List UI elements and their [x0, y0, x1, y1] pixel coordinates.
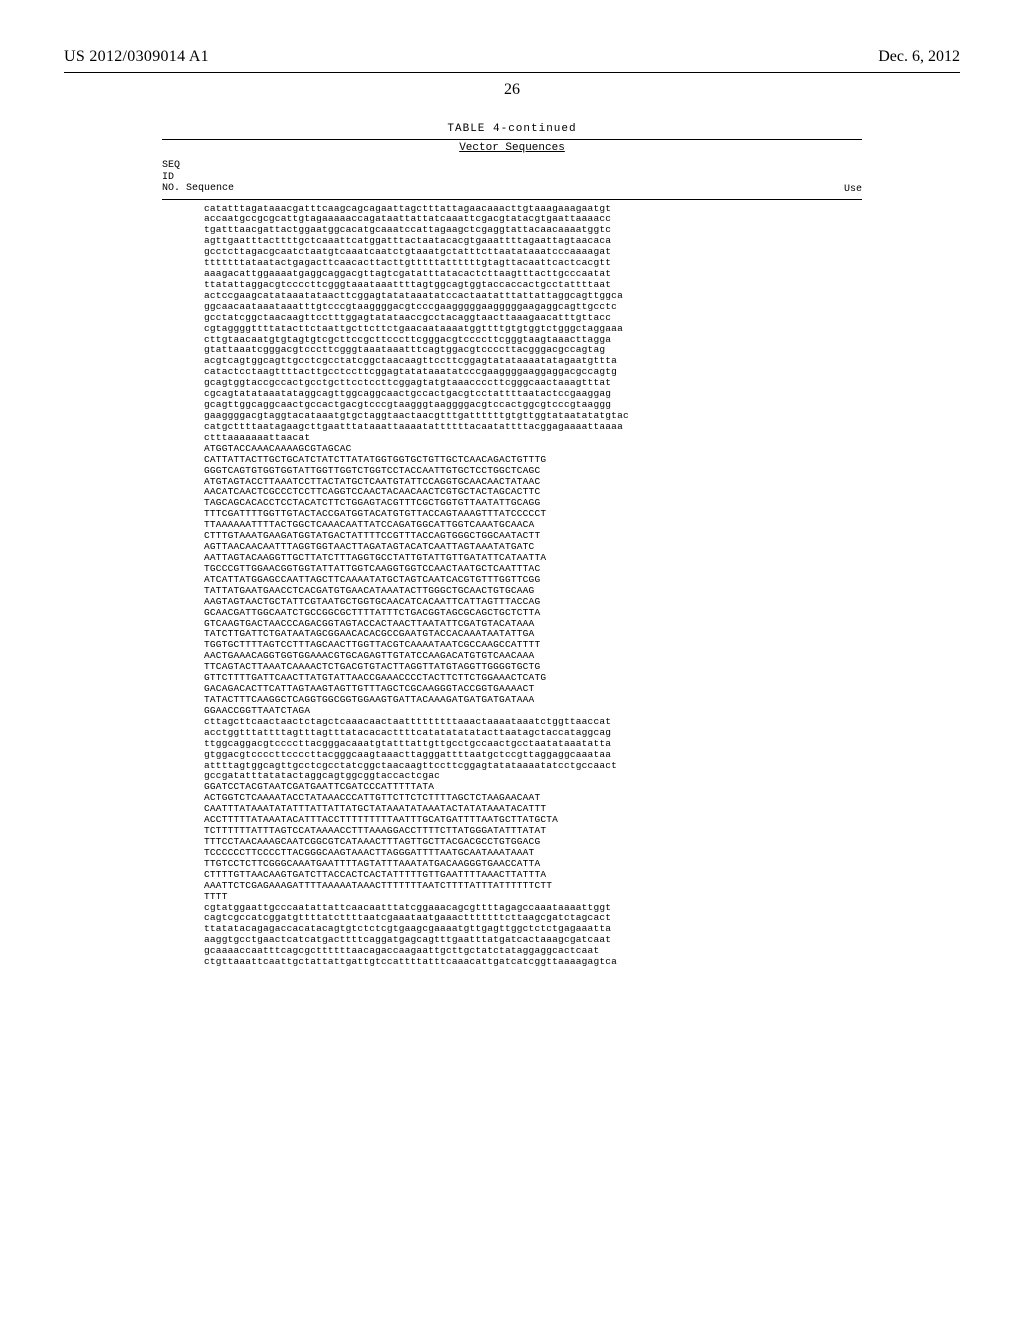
page-header: US 2012/0309014 A1 Dec. 6, 2012 [64, 48, 960, 73]
publication-date: Dec. 6, 2012 [878, 48, 960, 66]
table-wrapper: TABLE 4-continued Vector Sequences SEQ I… [162, 123, 862, 968]
sequence-block: catatttagataaacgatttcaagcagcagaattagcttt… [162, 204, 862, 969]
seq-label-2: ID [162, 172, 234, 184]
seq-label-3: NO. Sequence [162, 183, 234, 195]
page-number: 26 [64, 81, 960, 99]
use-column-header: Use [844, 184, 862, 195]
table-column-header: SEQ ID NO. Sequence Use [162, 156, 862, 199]
seq-label-1: SEQ [162, 160, 234, 172]
patent-number: US 2012/0309014 A1 [64, 48, 209, 66]
seq-column-header: SEQ ID NO. Sequence [162, 160, 234, 195]
table-title: TABLE 4-continued [162, 123, 862, 135]
table-subtitle: Vector Sequences [162, 140, 862, 156]
table-rule-header [162, 199, 862, 200]
